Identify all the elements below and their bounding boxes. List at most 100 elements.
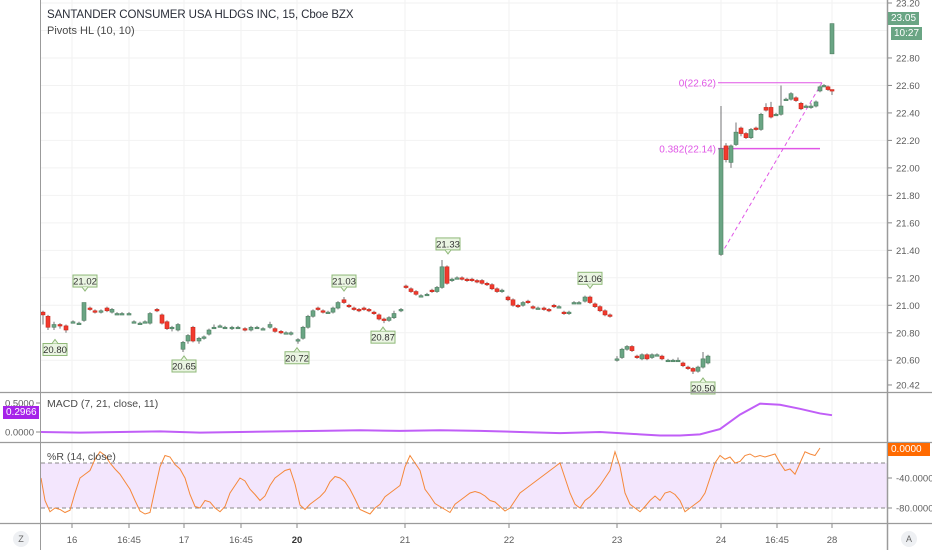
price-tick-label: 20.42 <box>896 380 920 391</box>
candle-down <box>763 107 769 111</box>
candle-up <box>260 328 266 331</box>
time-tick-label: 22 <box>504 535 515 546</box>
price-tick-label: 22.40 <box>896 108 920 119</box>
candle-down <box>459 277 465 280</box>
candle-down <box>164 321 170 329</box>
time-tick-label: 16:45 <box>117 535 141 546</box>
candle-up <box>535 307 541 310</box>
candle-down <box>546 309 552 312</box>
pivot-label-pointer <box>180 355 188 361</box>
candle-down <box>690 368 696 372</box>
pivot-label-text: 20.50 <box>691 383 715 394</box>
candle-up <box>778 105 784 115</box>
candle-up <box>449 278 455 281</box>
candle-up <box>305 315 311 328</box>
candle-down <box>45 315 51 328</box>
candle-down <box>602 310 608 316</box>
candle-down <box>278 331 284 334</box>
candle-up <box>566 311 572 314</box>
candle-up <box>185 335 191 342</box>
candle-up <box>109 309 115 313</box>
candle-down <box>464 278 470 281</box>
macd-value-badge: 0.2966 <box>3 406 39 419</box>
candle-down <box>242 328 248 331</box>
pivot-label-pointer <box>340 286 348 292</box>
candle-up <box>639 354 645 360</box>
pivot-label: 21.03 <box>331 274 357 292</box>
candle-up <box>248 326 254 331</box>
candle-down <box>541 307 547 310</box>
time-tick-label: 16 <box>67 535 78 546</box>
candle-down <box>371 311 377 314</box>
candle-up <box>803 105 809 108</box>
symbol-title[interactable]: SANTANDER CONSUMER USA HLDGS INC, 15, Cb… <box>47 9 354 21</box>
candle-up <box>76 322 82 325</box>
indicator-label-pivots[interactable]: Pivots HL (10, 10) <box>47 25 135 37</box>
fibonacci-retracement[interactable]: 0(22.62) 0.382(22.14) <box>659 79 823 255</box>
chart-header: SANTANDER CONSUMER USA HLDGS INC, 15, Cb… <box>47 8 354 38</box>
pivot-label: 20.50 <box>690 377 716 395</box>
fib-trendline <box>720 82 823 255</box>
bar-countdown-badge: 10:27 <box>891 27 923 40</box>
candle-down <box>320 310 326 313</box>
candle-down <box>753 127 759 130</box>
candle-up <box>196 337 202 342</box>
pivot-label: 20.87 <box>370 326 396 344</box>
candle-up <box>556 306 562 309</box>
macd-label[interactable]: MACD (7, 21, close, 11) <box>47 398 159 410</box>
candle-up <box>576 302 582 305</box>
candle-down <box>104 307 110 312</box>
candle-down <box>159 314 165 324</box>
candle-down <box>793 97 799 101</box>
auto-scale-button[interactable]: A <box>901 531 917 547</box>
candle-down <box>505 296 511 301</box>
pivot-label-pointer <box>51 338 59 344</box>
candle-up <box>81 302 87 321</box>
pivot-label: 20.65 <box>171 355 197 373</box>
candle-down <box>644 354 650 360</box>
candle-down <box>530 306 536 309</box>
candle-down <box>685 366 691 369</box>
fib-label-0: 0(22.62) <box>679 79 716 90</box>
candle-down <box>723 145 729 160</box>
candle-up <box>821 85 827 88</box>
time-tick-label: 16:45 <box>229 535 253 546</box>
time-tick-label: 20 <box>292 535 303 546</box>
candle-up <box>126 313 132 316</box>
candle-down <box>525 300 531 303</box>
price-tick-label: 21.20 <box>896 273 920 284</box>
candle-down <box>351 307 357 310</box>
candle-up <box>335 302 341 309</box>
candle-down <box>743 133 749 138</box>
candle-down <box>361 307 367 310</box>
scale-left-z-button[interactable]: Z <box>13 531 29 547</box>
candle-down <box>551 304 557 308</box>
candle-up <box>582 296 588 302</box>
price-tick-label: 22.60 <box>896 81 920 92</box>
willr-label[interactable]: %R (14, close) <box>47 451 116 463</box>
candle-up <box>254 326 260 330</box>
price-tick-label: 21.00 <box>896 301 920 312</box>
candle-down <box>510 299 516 306</box>
candle-up <box>131 321 137 324</box>
candle-down <box>738 127 744 134</box>
candle-up <box>310 310 316 317</box>
candle-up <box>829 23 835 55</box>
candle-up <box>206 329 212 335</box>
candle-up <box>169 326 175 330</box>
willr-band-fill <box>41 463 887 508</box>
candle-up <box>147 313 153 324</box>
candle-down <box>429 289 435 292</box>
candle-down <box>469 278 475 281</box>
candle-up <box>619 348 625 358</box>
candle-down <box>356 309 362 312</box>
candle-up <box>728 145 734 163</box>
candle-up <box>70 321 76 324</box>
pivot-label-pointer <box>379 326 387 332</box>
pivot-label-text: 20.65 <box>172 361 196 372</box>
candle-up <box>788 93 794 100</box>
pivot-label: 21.06 <box>577 271 603 290</box>
pivot-label: 20.80 <box>42 338 68 357</box>
